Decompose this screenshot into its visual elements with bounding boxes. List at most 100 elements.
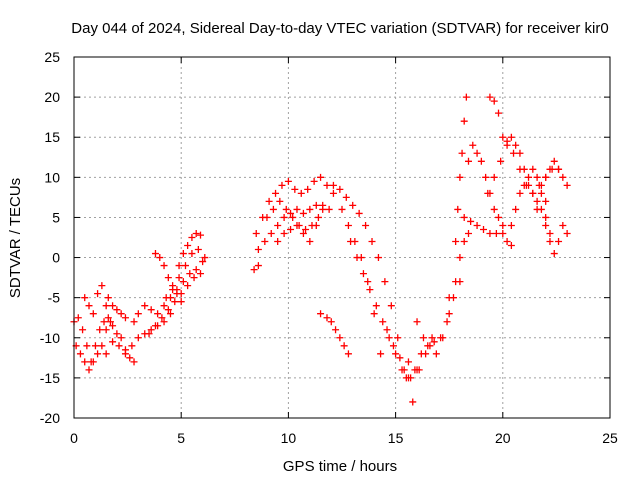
data-point (117, 334, 125, 342)
y-axis-label: SDTVAR / TECUs (7, 178, 24, 298)
data-point (404, 358, 412, 366)
data-point (160, 262, 168, 270)
data-point (104, 314, 112, 322)
y-tick-label: 25 (44, 49, 60, 65)
series-pass-22 (404, 278, 464, 374)
data-point (104, 294, 112, 302)
data-point (452, 278, 460, 286)
y-tick-label: 5 (52, 209, 60, 225)
data-point (344, 350, 352, 358)
data-point (272, 189, 280, 197)
grid (74, 57, 610, 418)
data-point (323, 181, 331, 189)
data-point (516, 189, 524, 197)
data-point (499, 229, 507, 237)
data-point (276, 197, 284, 205)
y-tick-label: -15 (40, 370, 60, 386)
data-point (473, 149, 481, 157)
data-point (462, 93, 470, 101)
y-tick-label: -10 (40, 330, 60, 346)
data-point (117, 310, 125, 318)
data-point (516, 149, 524, 157)
data-point (430, 338, 438, 346)
x-tick-label: 20 (495, 430, 511, 446)
data-point (164, 306, 172, 314)
data-point (293, 205, 301, 213)
data-point (542, 197, 550, 205)
data-point (555, 238, 563, 246)
data-point (312, 221, 320, 229)
data-point (445, 294, 453, 302)
data-point (411, 366, 419, 374)
data-point (312, 201, 320, 209)
data-point (359, 270, 367, 278)
data-point (169, 282, 177, 290)
data-point (147, 326, 155, 334)
data-point (171, 298, 179, 306)
data-point (302, 225, 310, 233)
data-point (192, 229, 200, 237)
data-point (126, 354, 134, 362)
data-point (175, 274, 183, 282)
x-tick-label: 0 (70, 430, 78, 446)
data-point (173, 290, 181, 298)
data-point (364, 278, 372, 286)
data-point (529, 165, 537, 173)
data-point (372, 302, 380, 310)
data-point (377, 350, 385, 358)
data-point (563, 181, 571, 189)
data-point (115, 342, 123, 350)
data-point (323, 314, 331, 322)
data-point (158, 314, 166, 322)
x-tick-label: 15 (388, 430, 404, 446)
data-point (368, 238, 376, 246)
data-point (329, 181, 337, 189)
data-point (555, 165, 563, 173)
data-point (529, 189, 537, 197)
data-point (507, 221, 515, 229)
data-point (460, 238, 468, 246)
data-point (280, 229, 288, 237)
data-point (98, 342, 106, 350)
data-point (484, 189, 492, 197)
data-point (340, 342, 348, 350)
data-point (269, 205, 277, 213)
data-point (445, 310, 453, 318)
data-point (306, 238, 314, 246)
data-point (327, 318, 335, 326)
data-point (188, 234, 196, 241)
data-point (102, 302, 110, 310)
data-point (486, 93, 494, 101)
data-point (392, 350, 400, 358)
data-point (304, 185, 312, 193)
series-pass-06 (104, 294, 129, 322)
data-point (495, 213, 503, 221)
data-point (317, 310, 325, 318)
data-point (160, 318, 168, 326)
series-pass-26 (460, 213, 507, 237)
data-point (151, 322, 159, 330)
data-point (184, 242, 192, 250)
data-point (274, 238, 282, 246)
series-pass-25 (452, 93, 470, 246)
data-point (542, 213, 550, 221)
y-tick-labels: -20 -15 -10 -5 0 5 10 15 20 25 (40, 49, 60, 426)
series-pass-04 (102, 310, 174, 358)
data-point (383, 326, 391, 334)
data-point (94, 290, 102, 298)
data-point (289, 213, 297, 221)
series-pass-28 (486, 93, 554, 237)
data-point (85, 366, 93, 374)
series-pass-32 (542, 221, 571, 258)
data-point (503, 238, 511, 246)
y-tick-label: 0 (52, 250, 60, 266)
data-point (467, 217, 475, 225)
data-point (355, 209, 363, 217)
data-point (121, 314, 129, 322)
data-point (184, 282, 192, 290)
data-point (426, 342, 434, 350)
data-point (349, 201, 357, 209)
data-point (419, 334, 427, 342)
data-point (130, 358, 138, 366)
